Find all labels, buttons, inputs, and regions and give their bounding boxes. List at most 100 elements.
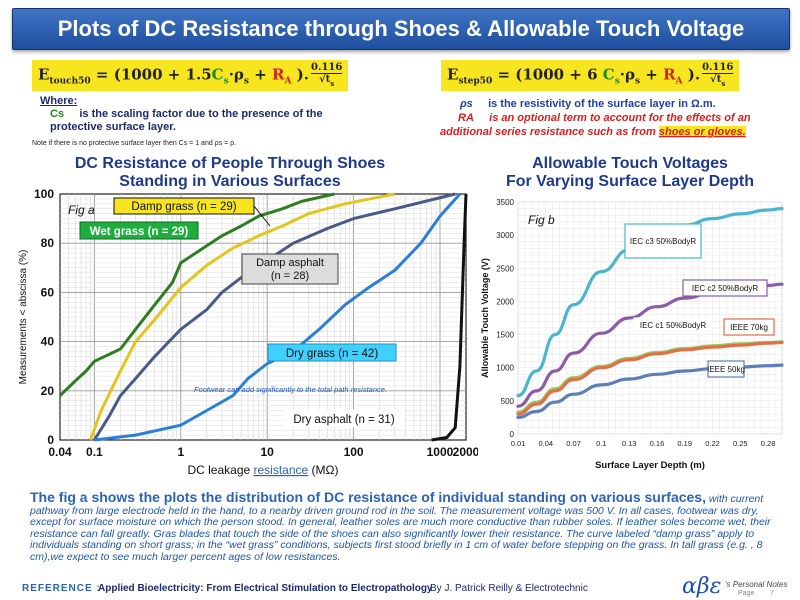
x-tick-label: 0.16: [650, 439, 665, 448]
rho-definition: ρs is the resistivity of the surface lay…: [460, 97, 780, 111]
x-tick-label: 0.19: [677, 439, 692, 448]
formula-touch-rho: ·ρ: [228, 65, 244, 84]
y-tick-label: 20: [41, 384, 55, 398]
reference-by: By J. Patrick Reilly & Electrotechnic: [430, 583, 588, 594]
series-label-box-ieee-50kg: [707, 360, 745, 378]
x-axis-label: Surface Layer Depth (m): [595, 460, 705, 471]
series-label-damp-grass-n-29: Damp grass (n = 29): [131, 201, 236, 213]
series-label-dry-asphalt-n-31: Dry asphalt (n = 31): [293, 414, 394, 426]
formula-step-plus: +: [640, 65, 664, 84]
formula-touch: Etouch50 = (1000 + 1.5Cs·ρs + RA ). 0.116…: [32, 60, 349, 91]
x-tick-label: 0.04: [48, 445, 72, 459]
formula-step-rho-sub: s: [634, 76, 641, 87]
series-label-box-iec-c1-50-bodyr: [633, 317, 713, 333]
y-tick-label: 3000: [496, 231, 514, 240]
series-label-damp-asphalt-n-28-line2: (n = 28): [271, 270, 309, 282]
chart-fig-a: 0 20 40 60 80 100 0.04 0.1 1 10 100 1000 2000 Measure…: [18, 187, 478, 477]
series-label-box-iec-c3-50-bodyr: [624, 223, 702, 259]
left-heading-line-2: Standing in Various Surfaces: [119, 173, 341, 190]
ra-definition: RA is an optional term to account for th…: [440, 111, 788, 139]
formula-step-lhs-sub: step50: [458, 76, 493, 87]
right-heading-line-1: Allowable Touch Voltages: [532, 155, 728, 172]
reference-label: REFERENCE :: [22, 583, 101, 594]
y-tick-label: 2000: [496, 297, 514, 306]
x-tick-label: 0.1: [86, 445, 103, 459]
logo: αβε: [682, 574, 722, 599]
x-tick-label: 0.07: [566, 439, 581, 448]
x-tick-label: 0.22: [705, 439, 720, 448]
ra-highlight: shoes or gloves.: [658, 126, 746, 138]
y-tick-label: 40: [41, 335, 55, 349]
where-label: Where:: [40, 95, 78, 107]
formula-step-close: ).: [682, 65, 701, 84]
reference-text: Applied Bioelectricity: From Electrical …: [98, 583, 433, 594]
fig-label-a: Fig a: [68, 203, 95, 217]
ra-description: is an optional term to account for the e…: [440, 112, 751, 138]
x-tick-label: 100: [344, 445, 364, 459]
series-line-damp-grass-n-29: [88, 192, 396, 441]
formula-touch-cs: C: [211, 65, 224, 84]
series-label-box-dry-asphalt-n-31: [283, 409, 405, 428]
formula-step: Estep50 = (1000 + 6 Cs·ρs + RA ). 0.116 √t…: [441, 60, 740, 91]
series-line-wet-grass-n-29: [58, 192, 335, 397]
series-line-damp-asphalt-n-28: [93, 192, 456, 441]
description-paragraph: The fig a shows the plots the distributi…: [30, 489, 792, 564]
x-axis-label-main: DC leakage: [187, 463, 253, 477]
y-tick-label: 1500: [496, 331, 514, 340]
small-note: Note if there is no protective surface l…: [32, 140, 237, 147]
title-bar: Plots of DC Resistance through Shoes & A…: [12, 8, 790, 50]
series-line-ieee-70kg: [516, 340, 784, 416]
series-line-dry-asphalt-n-31: [431, 193, 468, 442]
left-heading-line-1: DC Resistance of People Through Shoes: [74, 155, 386, 172]
logo-caption: 's Personal Notes: [725, 580, 788, 589]
formula-step-rho: ·ρ: [619, 65, 635, 84]
left-heading: DC Resistance of People Through Shoes St…: [30, 155, 430, 191]
y-tick-label: 60: [41, 285, 55, 299]
rho-description: is the resistivity of the surface layer …: [488, 98, 716, 110]
y-tick-label: 80: [41, 236, 55, 250]
formula-step-ra-sub: A: [675, 76, 683, 87]
series-label-wet-grass-n-29: Wet grass (n = 29): [90, 226, 189, 238]
page-title: Plots of DC Resistance through Shoes & A…: [57, 16, 745, 41]
paragraph-lead: The fig a shows the plots the distributi…: [30, 489, 706, 505]
right-heading: Allowable Touch Voltages For Varying Sur…: [470, 155, 790, 191]
formula-touch-den: √t: [319, 74, 331, 85]
series-label-box-ieee-70kg: [723, 318, 775, 336]
x-tick-label: 1000: [427, 445, 454, 459]
x-axis-label: DC leakage resistance (MΩ): [187, 463, 338, 477]
series-label-iec-c2-50-bodyr: IEC c2 50%BodyR: [692, 284, 758, 293]
y-tick-label: 100: [34, 187, 54, 201]
x-tick-label: 10: [261, 445, 275, 459]
formula-touch-close: ).: [291, 65, 309, 84]
y-tick-label: 0: [510, 430, 515, 439]
rho-symbol: ρs: [460, 98, 473, 110]
y-tick-label: 3500: [496, 198, 514, 207]
x-tick-label: 0.1: [596, 439, 606, 448]
ra-symbol: RA: [458, 112, 474, 124]
formula-touch-ra-sub: A: [284, 76, 292, 87]
x-tick-label: 0.28: [761, 439, 776, 448]
formula-touch-plus: +: [248, 65, 272, 84]
x-tick-label: 0.13: [622, 439, 637, 448]
formula-step-cs: C: [602, 65, 615, 84]
footer: REFERENCE : Applied Bioelectricity: From…: [0, 574, 800, 600]
cs-symbol: Cs: [50, 108, 65, 120]
page-number: 7: [770, 590, 774, 597]
x-axis-label-unit: (MΩ): [308, 463, 338, 477]
formula-touch-lhs: E: [38, 65, 50, 84]
formula-step-den: √t: [710, 74, 722, 85]
series-label-box-wet-grass-n-29: [79, 221, 199, 240]
series-label-box-dry-grass-n-42: [267, 343, 397, 362]
y-axis-label: Allowable Touch Voltage (V): [480, 258, 490, 378]
cs-definition: Cs is the scaling factor due to the pres…: [50, 108, 330, 134]
page-label: Page: [738, 590, 755, 597]
formula-step-fraction: 0.116 √ts: [702, 62, 734, 89]
formula-touch-ra: R: [272, 65, 285, 84]
x-tick-label: 2000: [453, 445, 478, 459]
cs-description: is the scaling factor due to the presenc…: [50, 108, 323, 133]
formula-touch-fraction: 0.116 √ts: [311, 62, 343, 89]
x-axis-label-link: resistance: [254, 463, 309, 477]
series-label-iec-c1-50-bodyr: IEC c1 50%BodyR: [640, 321, 706, 330]
formula-step-cs-sub: s: [614, 76, 620, 87]
series-label-box-iec-c2-50-bodyr: [682, 279, 768, 297]
